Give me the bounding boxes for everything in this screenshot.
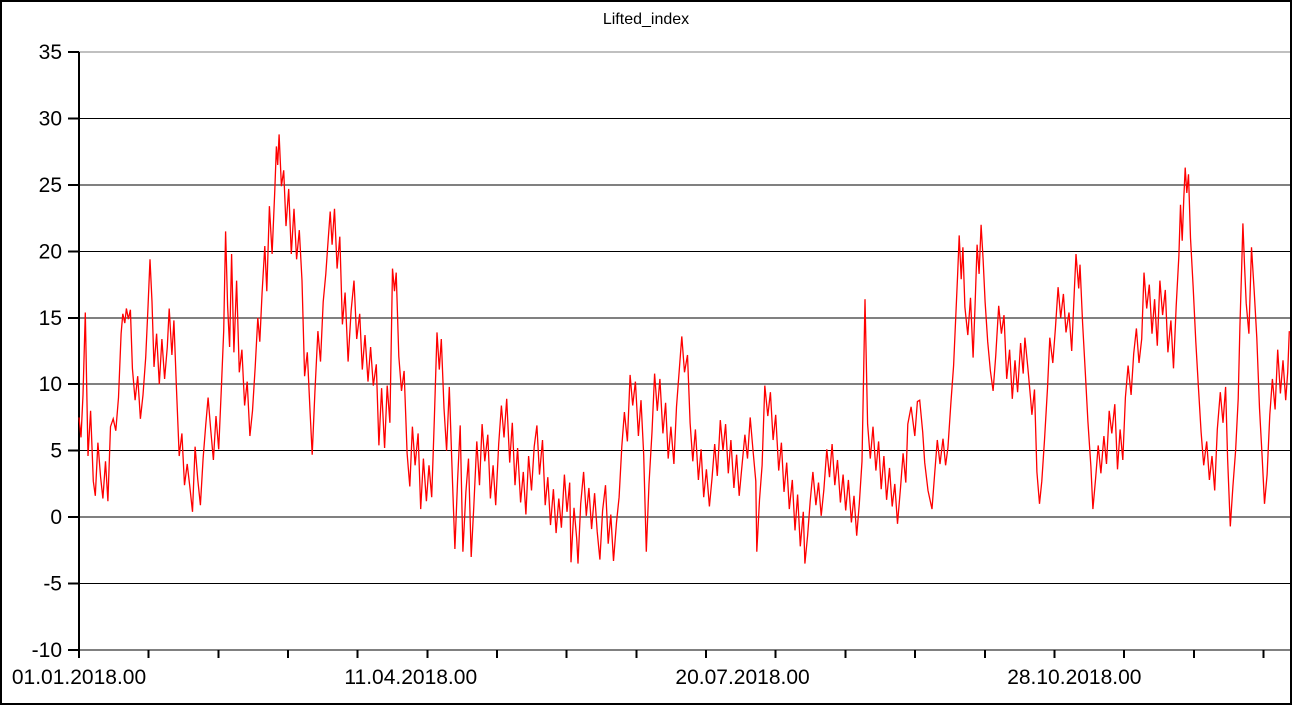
x-tick-label: 28.10.2018.00 [1007, 666, 1141, 689]
y-tick-label: 30 [39, 107, 62, 130]
x-tick-label: 20.07.2018.00 [675, 666, 809, 689]
x-tick-label: 01.01.2018.00 [12, 666, 146, 689]
y-tick-label: 20 [39, 240, 62, 263]
y-tick-label: 35 [39, 41, 62, 64]
y-tick-label: 10 [39, 373, 62, 396]
y-tick-label: 15 [39, 307, 62, 330]
y-tick-label: -5 [43, 573, 62, 596]
lifted-index-series [78, 134, 1290, 564]
x-tick-label: 11.04.2018.00 [344, 666, 477, 689]
y-tick-label: 25 [39, 174, 62, 197]
chart-title: Lifted_index [602, 11, 690, 28]
y-tick-label: 0 [50, 506, 62, 529]
y-tick-label: -10 [32, 639, 62, 662]
y-tick-label: 5 [50, 440, 62, 463]
